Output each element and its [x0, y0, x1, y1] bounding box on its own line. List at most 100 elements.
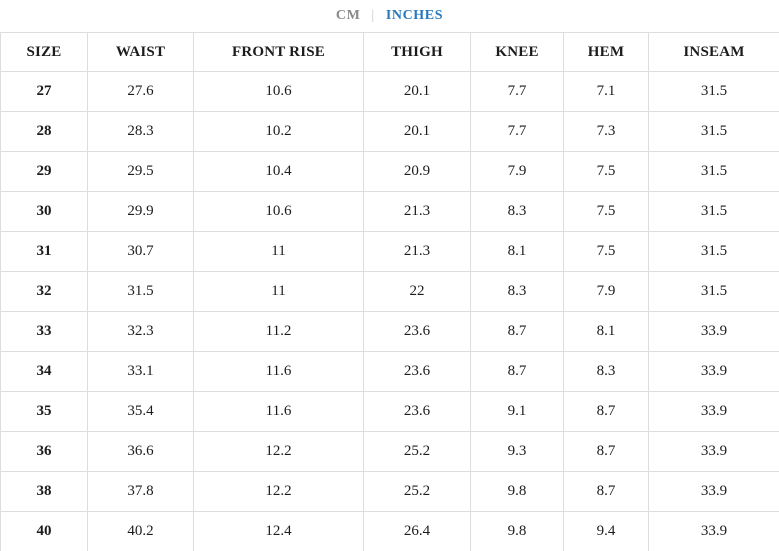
cell-hem: 7.1 — [563, 71, 649, 112]
cell-inseam: 31.5 — [648, 151, 779, 192]
cell-inseam: 33.9 — [648, 351, 779, 392]
cell-hem: 8.3 — [563, 351, 649, 392]
cell-waist: 27.6 — [87, 71, 194, 112]
cell-front-rise: 11.2 — [193, 311, 364, 352]
table-row: 38 37.8 12.2 25.2 9.8 8.7 33.9 — [0, 471, 779, 512]
cell-size: 38 — [0, 471, 88, 512]
cell-size: 34 — [0, 351, 88, 392]
unit-toggle: CM | INCHES — [0, 0, 779, 32]
cell-hem: 8.1 — [563, 311, 649, 352]
cell-waist: 31.5 — [87, 271, 194, 312]
cell-front-rise: 12.4 — [193, 511, 364, 551]
cell-knee: 9.1 — [470, 391, 564, 432]
cell-inseam: 33.9 — [648, 431, 779, 472]
table-row: 29 29.5 10.4 20.9 7.9 7.5 31.5 — [0, 151, 779, 192]
cell-knee: 7.9 — [470, 151, 564, 192]
cell-size: 31 — [0, 231, 88, 272]
cell-size: 30 — [0, 191, 88, 232]
cell-thigh: 22 — [363, 271, 471, 312]
cell-inseam: 33.9 — [648, 471, 779, 512]
cell-waist: 32.3 — [87, 311, 194, 352]
cell-hem: 7.9 — [563, 271, 649, 312]
cell-inseam: 31.5 — [648, 271, 779, 312]
cell-front-rise: 11 — [193, 231, 364, 272]
cell-inseam: 31.5 — [648, 191, 779, 232]
cell-waist: 30.7 — [87, 231, 194, 272]
table-body: 27 27.6 10.6 20.1 7.7 7.1 31.5 28 28.3 10.2 20.1 7.… — [0, 71, 779, 551]
cell-waist: 37.8 — [87, 471, 194, 512]
table-row: 27 27.6 10.6 20.1 7.7 7.1 31.5 — [0, 71, 779, 112]
cell-knee: 7.7 — [470, 111, 564, 152]
cell-thigh: 21.3 — [363, 231, 471, 272]
cell-inseam: 33.9 — [648, 391, 779, 432]
column-header-knee: KNEE — [470, 32, 564, 72]
cell-knee: 7.7 — [470, 71, 564, 112]
column-header-inseam: INSEAM — [648, 32, 779, 72]
cell-knee: 8.1 — [470, 231, 564, 272]
cell-waist: 35.4 — [87, 391, 194, 432]
cell-size: 28 — [0, 111, 88, 152]
cell-inseam: 31.5 — [648, 231, 779, 272]
table-header: SIZE WAIST FRONT RISE THIGH KNEE HEM INSEAM — [0, 32, 779, 72]
cell-waist: 28.3 — [87, 111, 194, 152]
cell-hem: 7.5 — [563, 231, 649, 272]
cell-knee: 8.7 — [470, 351, 564, 392]
cell-thigh: 20.9 — [363, 151, 471, 192]
column-header-waist: WAIST — [87, 32, 194, 72]
cell-thigh: 23.6 — [363, 311, 471, 352]
cell-front-rise: 11 — [193, 271, 364, 312]
cell-front-rise: 11.6 — [193, 391, 364, 432]
cell-hem: 8.7 — [563, 391, 649, 432]
cell-hem: 9.4 — [563, 511, 649, 551]
cell-thigh: 20.1 — [363, 111, 471, 152]
column-header-front-rise: FRONT RISE — [193, 32, 364, 72]
table-row: 30 29.9 10.6 21.3 8.3 7.5 31.5 — [0, 191, 779, 232]
cell-thigh: 25.2 — [363, 471, 471, 512]
cell-knee: 8.3 — [470, 271, 564, 312]
cell-inseam: 31.5 — [648, 71, 779, 112]
size-chart-table: SIZE WAIST FRONT RISE THIGH KNEE HEM INSEAM 27… — [0, 32, 779, 551]
cell-thigh: 23.6 — [363, 391, 471, 432]
cell-size: 35 — [0, 391, 88, 432]
table-row: 32 31.5 11 22 8.3 7.9 31.5 — [0, 271, 779, 312]
cell-front-rise: 10.6 — [193, 191, 364, 232]
cell-size: 36 — [0, 431, 88, 472]
column-header-size: SIZE — [0, 32, 88, 72]
cell-thigh: 23.6 — [363, 351, 471, 392]
cell-size: 27 — [0, 71, 88, 112]
cell-knee: 8.3 — [470, 191, 564, 232]
cell-inseam: 33.9 — [648, 511, 779, 551]
cell-size: 29 — [0, 151, 88, 192]
cell-thigh: 21.3 — [363, 191, 471, 232]
cell-size: 33 — [0, 311, 88, 352]
cell-knee: 9.8 — [470, 471, 564, 512]
table-row: 34 33.1 11.6 23.6 8.7 8.3 33.9 — [0, 351, 779, 392]
cell-front-rise: 12.2 — [193, 471, 364, 512]
cell-thigh: 20.1 — [363, 71, 471, 112]
cell-front-rise: 10.2 — [193, 111, 364, 152]
cell-hem: 7.5 — [563, 191, 649, 232]
cell-waist: 40.2 — [87, 511, 194, 551]
cell-waist: 33.1 — [87, 351, 194, 392]
cell-thigh: 26.4 — [363, 511, 471, 551]
cell-front-rise: 12.2 — [193, 431, 364, 472]
cell-waist: 29.9 — [87, 191, 194, 232]
cell-knee: 9.3 — [470, 431, 564, 472]
cell-front-rise: 10.6 — [193, 71, 364, 112]
cell-waist: 29.5 — [87, 151, 194, 192]
cell-front-rise: 10.4 — [193, 151, 364, 192]
header-row: SIZE WAIST FRONT RISE THIGH KNEE HEM INSEAM — [0, 32, 779, 72]
cell-thigh: 25.2 — [363, 431, 471, 472]
cell-hem: 7.5 — [563, 151, 649, 192]
table-row: 33 32.3 11.2 23.6 8.7 8.1 33.9 — [0, 311, 779, 352]
unit-option-cm[interactable]: CM — [335, 8, 361, 23]
cell-inseam: 33.9 — [648, 311, 779, 352]
cell-waist: 36.6 — [87, 431, 194, 472]
cell-hem: 7.3 — [563, 111, 649, 152]
cell-size: 40 — [0, 511, 88, 551]
unit-option-inches[interactable]: INCHES — [385, 8, 444, 23]
cell-hem: 8.7 — [563, 471, 649, 512]
column-header-thigh: THIGH — [363, 32, 471, 72]
unit-toggle-separator: | — [371, 8, 375, 23]
